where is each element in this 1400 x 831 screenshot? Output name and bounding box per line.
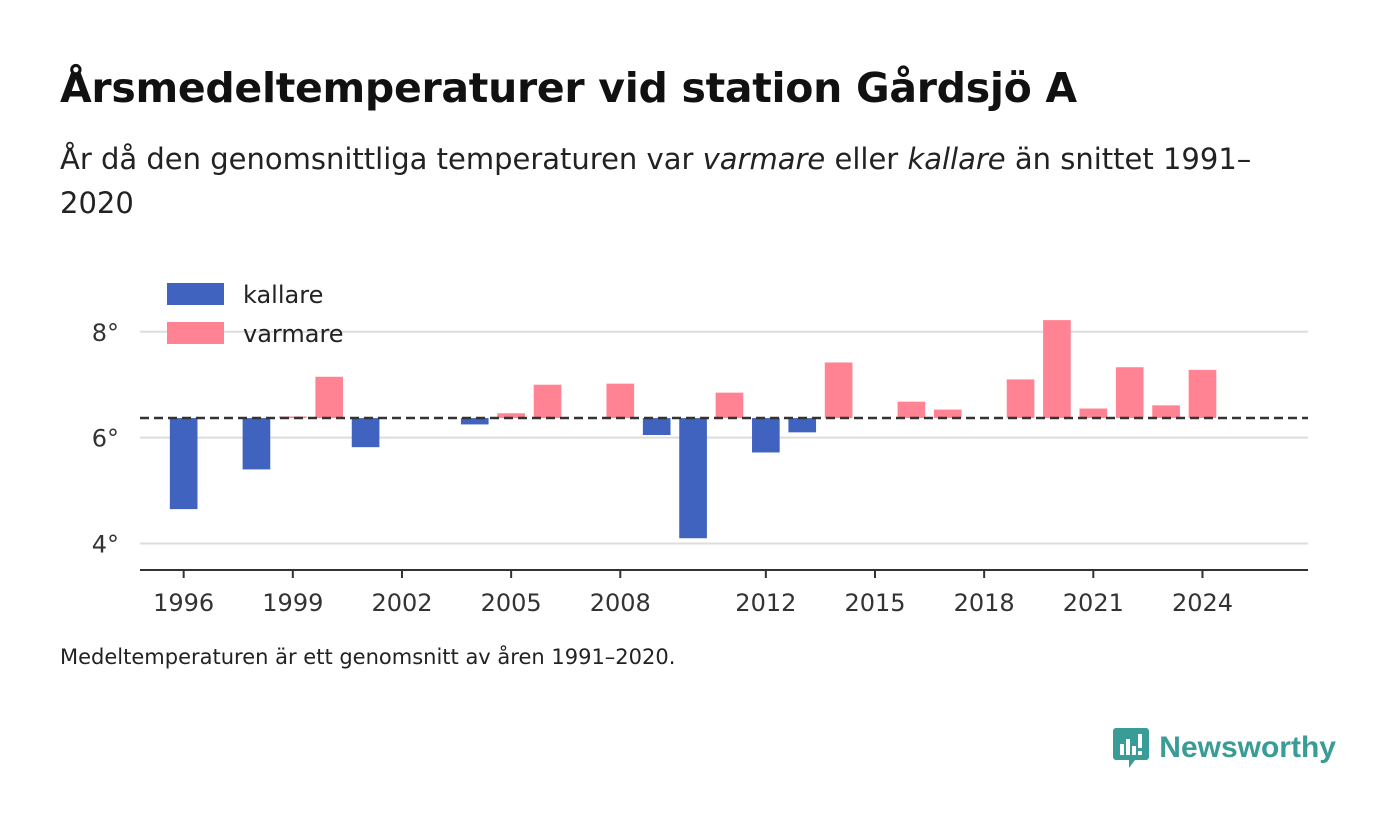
subtitle-text-end: än snittet 1991–2020 <box>60 142 1252 220</box>
footnote: Medeltemperaturen är ett genomsnitt av å… <box>60 645 676 669</box>
bar-warmer <box>606 383 635 419</box>
bar-colder <box>642 418 671 435</box>
legend-label-varmare: varmare <box>243 320 344 348</box>
bar-warmer <box>497 413 525 419</box>
bar-warmer <box>315 376 344 419</box>
brand-name: Newsworthy <box>1159 731 1336 764</box>
x-tick-label: 2021 <box>1063 589 1124 617</box>
bar-colder <box>460 418 489 425</box>
subtitle-warm-word: varmare <box>702 142 826 176</box>
legend-label-kallare: kallare <box>243 281 323 309</box>
legend-swatch-varmare <box>167 322 224 344</box>
x-tick-label: 2018 <box>954 589 1015 617</box>
bar-warmer <box>1043 320 1071 419</box>
bar-colder <box>169 418 198 510</box>
subtitle-text-start: År då den genomsnittliga temperaturen va… <box>60 142 703 176</box>
bar-warmer <box>533 384 562 419</box>
bar-warmer <box>1152 405 1180 419</box>
bar-warmer <box>897 401 926 419</box>
x-tick-label: 1996 <box>153 589 214 617</box>
y-tick-label: 8° <box>92 319 119 347</box>
chart-subtitle: År då den genomsnittliga temperaturen va… <box>60 137 1300 225</box>
bar-colder <box>242 418 271 470</box>
bar-warmer <box>1006 379 1035 419</box>
bar-warmer <box>933 409 962 419</box>
chart-title: Årsmedeltemperaturer vid station Gårdsjö… <box>60 64 1077 112</box>
bar-colder <box>351 418 380 448</box>
x-tick-label: 1999 <box>262 589 323 617</box>
bar-warmer <box>1079 408 1108 419</box>
brand-logo: Newsworthy <box>1113 726 1336 770</box>
bar-colder <box>679 418 707 539</box>
legend-swatch-kallare <box>167 283 224 305</box>
x-tick-label: 2024 <box>1172 589 1233 617</box>
bar-warmer <box>1115 367 1144 419</box>
x-tick-label: 2002 <box>371 589 432 617</box>
bar-warmer <box>715 392 744 419</box>
bar-warmer <box>824 362 853 419</box>
y-tick-label: 4° <box>92 531 119 559</box>
x-tick-label: 2005 <box>481 589 542 617</box>
subtitle-cold-word: kallare <box>907 142 1006 176</box>
x-tick-label: 2012 <box>735 589 796 617</box>
newsworthy-logo-icon <box>1113 728 1150 768</box>
bar-warmer <box>1188 369 1217 419</box>
bar-colder <box>788 418 817 433</box>
bar-colder <box>752 418 780 453</box>
bar-warmer <box>278 416 307 419</box>
y-tick-label: 6° <box>92 425 119 453</box>
subtitle-text-mid: eller <box>825 142 908 176</box>
x-tick-label: 2008 <box>590 589 651 617</box>
x-tick-label: 2015 <box>844 589 905 617</box>
